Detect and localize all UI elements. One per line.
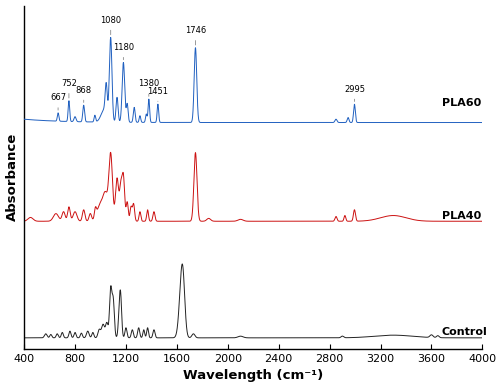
Text: 868: 868 <box>76 86 92 102</box>
Text: 2995: 2995 <box>343 85 364 102</box>
Text: PLA60: PLA60 <box>441 99 480 108</box>
Text: 1451: 1451 <box>147 87 168 101</box>
Text: PLA40: PLA40 <box>441 211 480 221</box>
Text: 1380: 1380 <box>138 80 159 96</box>
Text: 1746: 1746 <box>184 26 206 45</box>
Text: 667: 667 <box>50 93 66 110</box>
Text: 1180: 1180 <box>113 43 134 60</box>
X-axis label: Wavelength (cm⁻¹): Wavelength (cm⁻¹) <box>183 369 323 383</box>
Text: 1080: 1080 <box>100 16 121 35</box>
Text: Control: Control <box>441 327 486 337</box>
Y-axis label: Absorbance: Absorbance <box>6 133 19 222</box>
Text: 752: 752 <box>61 79 77 98</box>
